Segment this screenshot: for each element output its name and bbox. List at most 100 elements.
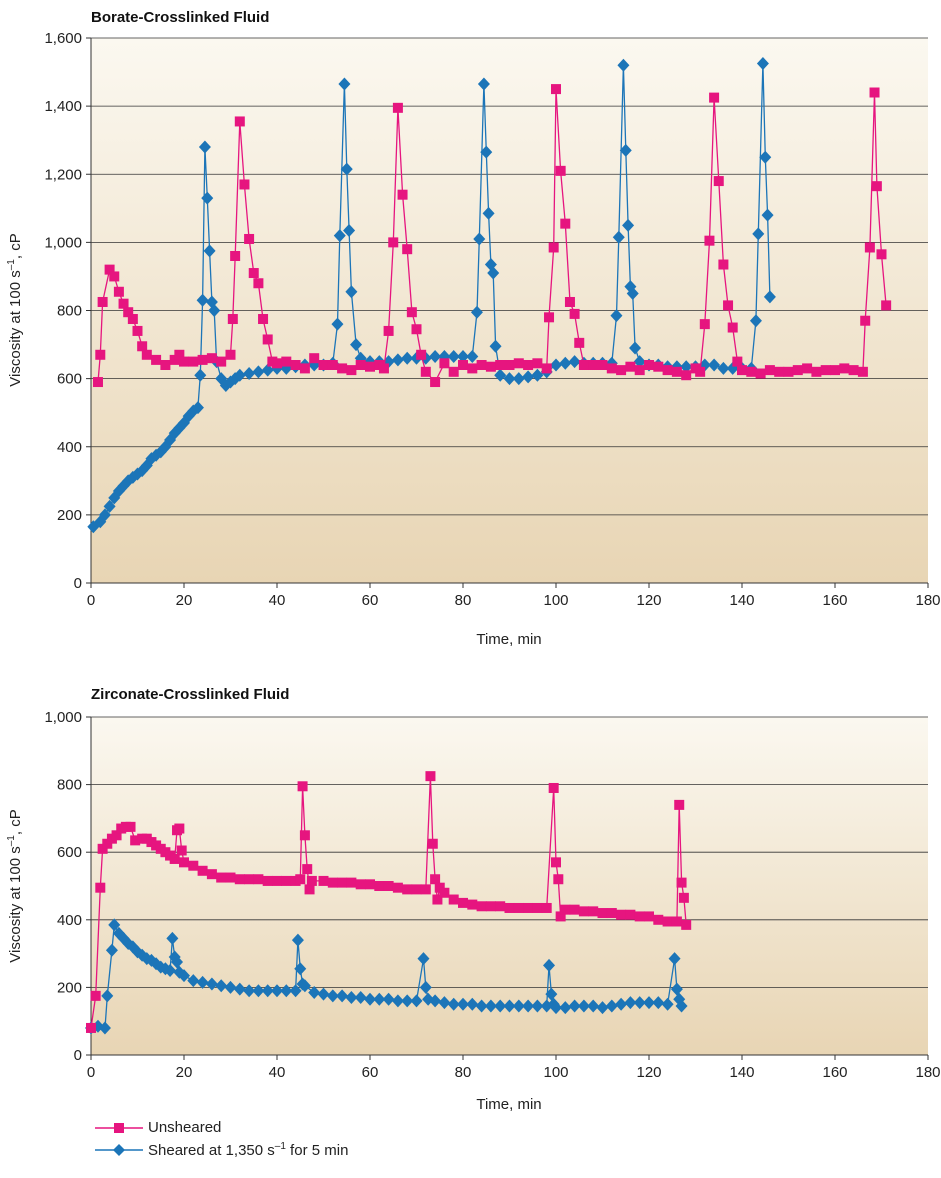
y-tick-label: 1,000 bbox=[44, 709, 82, 726]
data-point-square bbox=[365, 361, 375, 372]
data-point-square bbox=[123, 307, 134, 318]
y-tick-labels: 0 200 400 600 800 1,000 bbox=[44, 709, 91, 1064]
data-point-diamond bbox=[457, 349, 469, 363]
data-point-square bbox=[427, 838, 438, 849]
data-point-square bbox=[616, 365, 627, 376]
data-point-square bbox=[118, 298, 129, 309]
data-point-diamond bbox=[605, 999, 618, 1013]
x-tick-label: 60 bbox=[362, 592, 379, 609]
data-point-diamond bbox=[350, 338, 363, 352]
data-point-square bbox=[820, 365, 831, 376]
data-point-square bbox=[90, 990, 101, 1001]
data-point-square bbox=[346, 365, 357, 376]
data-point-square bbox=[569, 308, 580, 319]
x-tick-label: 140 bbox=[729, 1064, 754, 1081]
data-point-diamond bbox=[457, 997, 469, 1011]
data-point-diamond bbox=[215, 979, 228, 993]
data-point-square bbox=[674, 799, 685, 810]
data-point-diamond bbox=[680, 360, 693, 374]
data-point-square bbox=[365, 879, 375, 890]
data-point-diamond bbox=[522, 370, 535, 384]
data-point-diamond bbox=[317, 987, 330, 1001]
x-tick-label: 180 bbox=[915, 592, 940, 609]
data-point-diamond bbox=[708, 358, 721, 372]
data-point-square bbox=[848, 365, 859, 376]
data-point-square bbox=[523, 360, 534, 370]
data-point-square bbox=[374, 881, 385, 891]
data-point-square bbox=[597, 360, 608, 370]
data-point-diamond bbox=[340, 162, 353, 176]
data-point-diamond bbox=[429, 349, 442, 363]
data-point-square bbox=[244, 874, 255, 885]
data-point-square bbox=[169, 853, 180, 864]
data-point-square bbox=[476, 360, 487, 370]
data-point-square bbox=[606, 363, 617, 374]
data-point-square bbox=[662, 365, 673, 376]
data-point-diamond bbox=[233, 368, 246, 382]
data-point-diamond bbox=[752, 227, 765, 241]
data-point-square bbox=[671, 916, 682, 927]
data-point-square bbox=[281, 875, 292, 886]
data-point-square bbox=[244, 233, 255, 244]
y-tick-label: 0 bbox=[74, 1047, 82, 1064]
data-point-square bbox=[574, 337, 585, 348]
data-point-diamond bbox=[626, 286, 639, 300]
data-point-diamond bbox=[475, 999, 488, 1013]
y-axis-label: Viscosity at 100 s–1, cP bbox=[6, 809, 24, 962]
data-point-square bbox=[416, 349, 427, 360]
data-point-diamond bbox=[98, 1021, 111, 1035]
data-point-diamond bbox=[205, 977, 218, 991]
data-point-square bbox=[881, 300, 892, 311]
data-point-square bbox=[625, 909, 636, 920]
data-point-diamond bbox=[243, 984, 256, 998]
data-point-diamond bbox=[108, 918, 121, 932]
data-point-diamond bbox=[391, 353, 404, 367]
data-point-square bbox=[327, 877, 338, 888]
series-unsheared bbox=[86, 771, 692, 1033]
data-point-diamond bbox=[194, 368, 207, 382]
data-point-square bbox=[560, 218, 571, 229]
data-point-diamond bbox=[289, 984, 302, 998]
data-point-square bbox=[485, 901, 496, 912]
chart-title: Zirconate-Crosslinked Fluid bbox=[91, 686, 289, 703]
data-point-diamond bbox=[717, 361, 730, 375]
data-point-square bbox=[420, 366, 431, 377]
data-point-square bbox=[406, 307, 417, 318]
y-tick-label: 0 bbox=[74, 575, 82, 592]
data-point-square bbox=[560, 904, 571, 915]
data-point-square bbox=[258, 314, 269, 325]
data-point-diamond bbox=[354, 991, 367, 1005]
data-point-square bbox=[802, 363, 813, 374]
legend-label: Sheared at 1,350 s–1 for 5 min bbox=[148, 1141, 349, 1159]
data-point-diamond bbox=[171, 955, 184, 969]
data-point-square bbox=[732, 356, 743, 367]
data-point-diamond bbox=[166, 931, 179, 945]
data-point-diamond bbox=[298, 979, 311, 993]
data-point-square bbox=[523, 902, 534, 913]
data-point-square bbox=[151, 354, 162, 365]
data-point-diamond bbox=[466, 997, 479, 1011]
data-point-square bbox=[230, 251, 241, 261]
data-point-square bbox=[755, 368, 766, 379]
data-point-square bbox=[495, 901, 506, 912]
data-point-diamond bbox=[633, 996, 646, 1010]
x-tick-labels: 0 20 40 60 80 100 120 140 160 180 bbox=[87, 583, 941, 609]
data-point-diamond bbox=[98, 508, 111, 522]
data-point-square bbox=[671, 366, 682, 377]
data-point-diamond bbox=[429, 994, 442, 1008]
data-point-diamond bbox=[759, 150, 772, 164]
data-point-square bbox=[551, 84, 561, 95]
data-point-diamond bbox=[503, 372, 516, 386]
data-point-diamond bbox=[487, 266, 500, 280]
data-point-diamond bbox=[473, 232, 486, 246]
data-point-diamond bbox=[559, 356, 572, 370]
data-point-diamond bbox=[545, 987, 558, 1001]
data-point-square bbox=[476, 901, 487, 912]
data-point-square bbox=[676, 877, 687, 888]
data-point-diamond bbox=[331, 317, 344, 331]
x-tick-label: 60 bbox=[362, 1064, 379, 1081]
data-point-diamond bbox=[622, 218, 635, 232]
data-point-diamond bbox=[336, 989, 349, 1003]
data-point-square bbox=[544, 312, 555, 323]
data-point-square bbox=[304, 884, 315, 895]
